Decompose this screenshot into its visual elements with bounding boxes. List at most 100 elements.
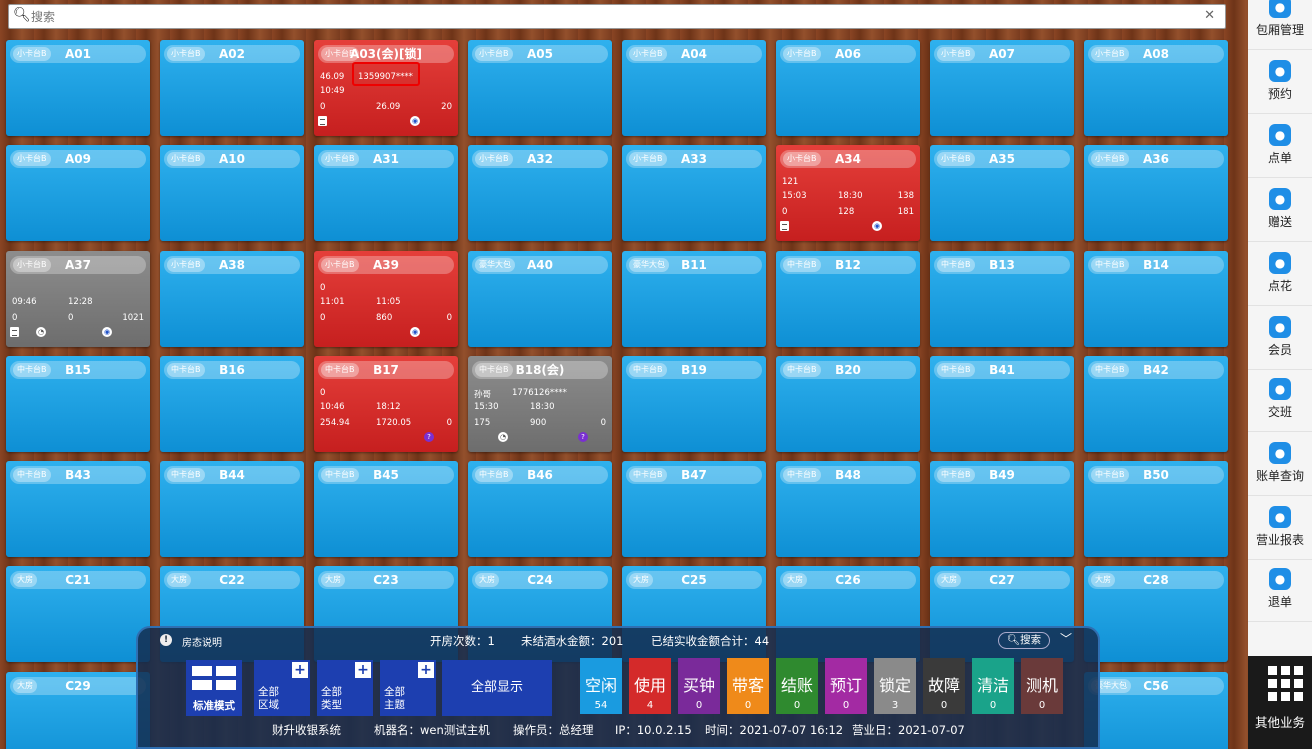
room-card[interactable]: 中卡台B B13 [930,251,1074,347]
room-type-badge: 小卡台B [167,258,205,272]
room-header: 中卡台B B43 [10,466,146,484]
member-icon: ● [1269,316,1291,338]
room-type-badge: 豪华大包 [475,258,515,272]
sidebar-item[interactable]: ● 包厢管理 [1248,0,1312,50]
standard-mode-button[interactable]: 标准模式 [186,660,242,716]
room-card[interactable]: 小卡台B A34 121 15:03 18:30 138 0 128 181 ◉ [776,145,920,241]
room-value: 18:30 [838,191,863,201]
other-business-button[interactable]: 其他业务 [1248,656,1312,749]
room-name: A37 [65,258,91,272]
sidebar-item[interactable]: ● 点花 [1248,244,1312,306]
room-card[interactable]: 中卡台B B20 [776,356,920,452]
room-card[interactable]: 大房 C29 [6,672,150,749]
room-card[interactable]: 小卡台B A10 [160,145,304,241]
status-filter-button[interactable]: 清洁 0 [972,658,1014,714]
room-card[interactable]: 中卡台B B17 0 10:46 18:12 254.94 1720.05 0? [314,356,458,452]
status-filter-button[interactable]: 测机 0 [1021,658,1063,714]
room-card[interactable]: 豪华大包 B11 [622,251,766,347]
room-card[interactable]: 大房 C21 [6,566,150,662]
mode-label: 标准模式 [193,700,235,712]
sidebar-item[interactable]: ● 营业报表 [1248,498,1312,560]
panel-search-button[interactable]: 🔍︎搜索 [998,632,1050,649]
status-filter-button[interactable]: 买钟 0 [678,658,720,714]
room-card[interactable]: 大房 C28 [1084,566,1228,662]
room-card[interactable]: 中卡台B B49 [930,461,1074,557]
type-filter-button[interactable]: + 全部 类型 [317,660,373,716]
room-card[interactable]: 豪华大包 A40 [468,251,612,347]
sidebar-item[interactable]: ● 赠送 [1248,180,1312,242]
room-card[interactable]: 中卡台B B46 [468,461,612,557]
room-card[interactable]: 小卡台B A06 [776,40,920,136]
room-card[interactable]: 中卡台B B12 [776,251,920,347]
sidebar-item[interactable]: ● 点单 [1248,116,1312,178]
room-type-badge: 小卡台B [321,152,359,166]
room-card[interactable]: 中卡台B B45 [314,461,458,557]
room-card[interactable]: 中卡台B B41 [930,356,1074,452]
status-filter-button[interactable]: 故障 0 [923,658,965,714]
status-label: 结账 [780,676,813,695]
room-header: 小卡台B A32 [472,150,608,168]
status-filter-button[interactable]: 预订 0 [825,658,867,714]
room-value: 12:28 [68,297,93,307]
room-card[interactable]: 中卡台B B50 [1084,461,1228,557]
room-card[interactable]: 小卡台B A04 [622,40,766,136]
room-card[interactable]: 小卡台B A33 [622,145,766,241]
status-filter-button[interactable]: 空闲 54 [580,658,622,714]
room-card[interactable]: 小卡台B A37 09:46 12:28 0 0 1021 ◔ ◉ [6,251,150,347]
legend-label[interactable]: 房态说明 [182,638,222,649]
show-all-button[interactable]: 全部显示 [442,660,552,716]
room-card[interactable]: 中卡台B B14 [1084,251,1228,347]
chevron-down-icon[interactable]: ﹀ [1060,632,1073,646]
room-card[interactable]: 小卡台B A08 [1084,40,1228,136]
search-input[interactable] [31,7,1201,26]
clear-icon[interactable]: ✕ [1204,8,1215,23]
status-filter-button[interactable]: 带客 0 [727,658,769,714]
bill-icon [10,327,19,337]
sidebar-item[interactable]: ● 预约 [1248,52,1312,114]
room-name: B16 [219,363,245,377]
room-name: C29 [65,679,91,693]
sidebar-item[interactable]: ● 会员 [1248,308,1312,370]
room-card[interactable]: 小卡台B A38 [160,251,304,347]
status-label: 清洁 [976,676,1009,695]
room-card[interactable]: 小卡台B A35 [930,145,1074,241]
room-card[interactable]: 中卡台B B19 [622,356,766,452]
room-card[interactable]: 小卡台B A03(会)[锁] 46.09 1359907**** 10:49 0 26.09… [314,40,458,136]
room-header: 豪华大包 B11 [626,256,762,274]
room-card[interactable]: 中卡台B B15 [6,356,150,452]
room-type-badge: 小卡台B [783,152,821,166]
room-card[interactable]: 小卡台B A01 [6,40,150,136]
theme-filter-button[interactable]: + 全部 主题 [380,660,436,716]
room-card[interactable]: 小卡台B A09 [6,145,150,241]
room-card[interactable]: 中卡台B B16 [160,356,304,452]
room-card[interactable]: 豪华大包 C56 [1084,672,1228,749]
room-card[interactable]: 中卡台B B43 [6,461,150,557]
room-card[interactable]: 小卡台B A39 0 11:01 11:05 0 860 0 ◉ [314,251,458,347]
room-card[interactable]: 小卡台B A07 [930,40,1074,136]
area-filter-button[interactable]: + 全部 区域 [254,660,310,716]
sidebar-item[interactable]: ● 退单 [1248,560,1312,622]
room-type-badge: 中卡台B [629,363,667,377]
room-name: B11 [681,258,707,272]
room-card[interactable]: 中卡台B B42 [1084,356,1228,452]
operator: 操作员：总经理 [513,723,594,737]
sidebar-item[interactable]: ● 账单查询 [1248,434,1312,496]
room-type-badge: 小卡台B [13,152,51,166]
room-card[interactable]: 中卡台B B48 [776,461,920,557]
status-filter-button[interactable]: 使用 4 [629,658,671,714]
search-bar[interactable]: 🔍︎ ✕ [8,4,1226,29]
room-card[interactable]: 中卡台B B44 [160,461,304,557]
room-card[interactable]: 小卡台B A36 [1084,145,1228,241]
status-filter-button[interactable]: 锁定 3 [874,658,916,714]
room-card[interactable]: 小卡台B A32 [468,145,612,241]
room-header: 小卡台B A10 [164,150,300,168]
status-filter-button[interactable]: 结账 0 [776,658,818,714]
room-name: A31 [373,152,399,166]
room-card[interactable]: 小卡台B A02 [160,40,304,136]
room-card[interactable]: 中卡台B B18(会) 孙哥 1776126**** 15:30 18:30 175 900 0… [468,356,612,452]
room-header: 小卡台B A05 [472,45,608,63]
sidebar-item[interactable]: ● 交班 [1248,370,1312,432]
room-card[interactable]: 小卡台B A05 [468,40,612,136]
room-card[interactable]: 小卡台B A31 [314,145,458,241]
room-card[interactable]: 中卡台B B47 [622,461,766,557]
